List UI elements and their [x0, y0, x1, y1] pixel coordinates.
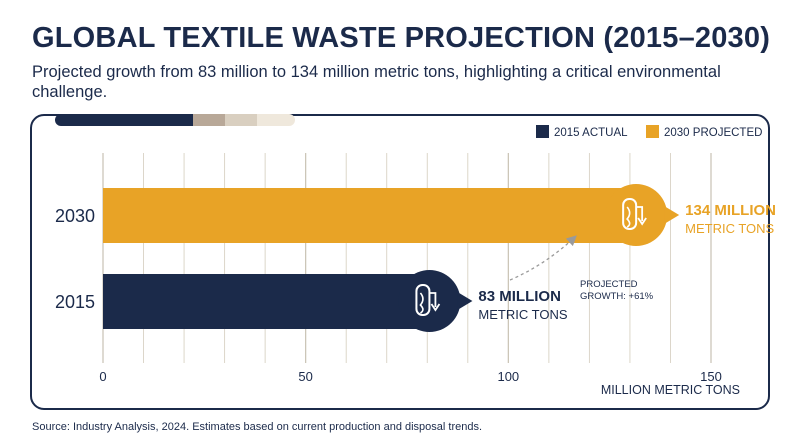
callout-pointer: [664, 206, 680, 224]
legend-label: 2030 PROJECTED: [664, 127, 762, 139]
data-label-value: 83 MILLION: [478, 288, 561, 305]
x-tick-label: 0: [99, 369, 106, 384]
legend-swatch: [536, 125, 549, 138]
category-labels: 2030 2015: [55, 206, 95, 312]
page-subtitle: Projected growth from 83 million to 134 …: [32, 63, 721, 101]
growth-annotation: PROJECTED GROWTH: +61%: [509, 235, 654, 302]
x-tick-labels: 0 50 100 150: [99, 369, 721, 384]
data-label-value: 134 MILLION: [685, 202, 776, 219]
x-tick-label: 100: [497, 369, 519, 384]
bar-2030: [103, 188, 647, 243]
callout-pointer: [457, 292, 473, 310]
annotation-line-2: GROWTH: +61%: [580, 291, 654, 302]
legend-swatch: [646, 125, 659, 138]
legend-label: 2015 ACTUAL: [554, 127, 628, 139]
x-tick-label: 50: [298, 369, 312, 384]
category-label-2015: 2015: [55, 292, 95, 312]
decor-band-segment: [225, 114, 257, 126]
gridlines: [102, 153, 712, 363]
x-tick-label: 150: [700, 369, 722, 384]
textile-roll-icon: [415, 284, 441, 316]
data-label-unit: METRIC TONS: [478, 307, 567, 322]
bar-2015: [103, 274, 440, 329]
bars: [103, 188, 647, 329]
data-labels: 134 MILLION METRIC TONS 83 MILLION METRIC T…: [398, 184, 776, 332]
legend: 2015 ACTUAL 2030 PROJECTED: [536, 125, 762, 139]
category-label-2030: 2030: [55, 206, 95, 226]
decor-band-segment: [193, 114, 225, 126]
decorative-band: [55, 114, 295, 126]
decor-band-segment: [55, 114, 193, 126]
data-label-unit: METRIC TONS: [685, 221, 774, 236]
decor-band-segment: [257, 114, 295, 126]
annotation-line-1: PROJECTED: [580, 279, 638, 290]
page-title: GLOBAL TEXTILE WASTE PROJECTION (2015–20…: [32, 22, 771, 54]
x-axis-label: MILLION METRIC TONS: [601, 383, 740, 397]
textile-roll-icon: [622, 198, 647, 230]
growth-arrow: [509, 235, 577, 281]
source-note: Source: Industry Analysis, 2024. Estimat…: [32, 421, 483, 433]
chart-panel: [30, 114, 770, 410]
